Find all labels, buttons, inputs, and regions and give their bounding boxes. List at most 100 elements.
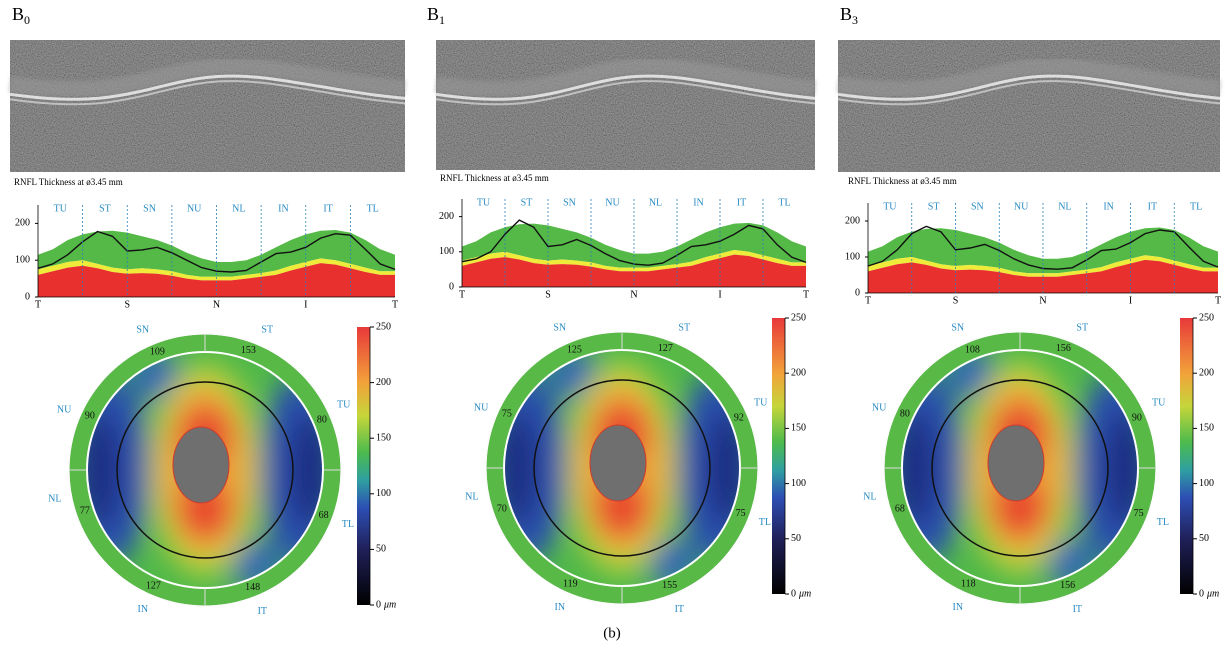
outside-band [38,263,395,297]
map-sector-value: 77 [80,506,90,517]
scan-circle [116,381,294,559]
map-sector-value: 118 [961,578,976,589]
label-subscript: 3 [852,13,858,27]
x-tick-label: T [35,299,41,310]
map-sector-value: 68 [319,510,329,521]
colorbar-label: 50 [376,544,386,555]
colorbar-label: 150 [1199,423,1214,434]
map-sector-label: NL [465,491,478,502]
y-tick-label: 200 [439,211,454,222]
x-tick-label: S [124,299,130,310]
x-tick-label: N [213,299,220,310]
colorbar-label: 100 [1199,478,1214,489]
label-subscript: 1 [439,13,445,27]
colorbar-label: 0 [376,599,381,610]
map-sector-value: 155 [662,580,677,591]
map-sector-label: TL [342,519,354,530]
x-tick-label: I [718,289,721,300]
colorbar-label: 150 [791,423,806,434]
sector-label: TU [883,201,897,212]
x-tick-label: S [545,289,551,300]
colorbar-label: 100 [376,488,391,499]
sector-label: SN [971,201,984,212]
map-sector-label: TU [1152,398,1166,409]
panel-label: B3 [840,4,858,27]
sector-label: NL [649,197,662,208]
retina-band [435,74,816,101]
colorbar-label: 250 [791,312,806,323]
map-sector-label: SN [951,323,964,334]
colorbar-label: 200 [791,367,806,378]
sector-label: TL [367,203,379,214]
colorbar-label: 50 [1199,533,1209,544]
x-tick-label: N [630,289,637,300]
map-sector-label: NU [872,403,887,414]
y-tick-label: 0 [449,281,454,292]
map-sector-label: NU [57,405,72,416]
map-sector-value: 80 [317,415,327,426]
x-tick-label: S [953,295,959,306]
colorbar-label: 200 [376,377,391,388]
map-sector-label: IN [554,602,565,613]
sector-label: TU [54,203,68,214]
optic-disc [987,424,1045,502]
map-sector-value: 153 [241,345,256,356]
sector-label: IN [1103,201,1114,212]
y-tick-label: 0 [25,291,30,302]
sector-label: NL [232,203,245,214]
x-tick-label: T [459,289,465,300]
sector-label: TL [778,197,790,208]
sector-label: IT [1148,201,1157,212]
colorbar-label: 100 [791,478,806,489]
map-sector-label: NU [474,403,489,414]
map-sector-value: 127 [146,580,161,591]
colorbar-label: 0 [1199,588,1204,599]
colorbar [357,327,370,605]
y-tick-label: 0 [855,287,860,298]
sector-label: TU [477,197,491,208]
map-sector-value: 108 [965,345,980,356]
retina-band [435,80,816,106]
map-sector-label: TL [1157,517,1169,528]
retina-band [837,80,1221,106]
x-tick-label: T [803,289,809,300]
y-tick-label: 100 [845,251,860,262]
x-tick-label: T [865,295,871,306]
normal-band [868,227,1218,274]
plot-title: RNFL Thickness at ø3.45 mm [14,177,123,187]
colorbar-label: 150 [376,432,391,443]
retina-layer [434,58,816,98]
sector-label: ST [928,201,940,212]
map-sector-label: TU [754,398,768,409]
x-tick-label: I [1129,295,1132,306]
panel-label: B1 [427,4,445,27]
sector-label: IN [693,197,704,208]
scan-circle [533,379,711,557]
sector-label: NU [605,197,620,208]
colorbar-label: 0 [791,588,796,599]
map-sector-label: ST [678,323,690,334]
sector-label: IT [737,197,746,208]
retina-band [9,74,406,101]
optic-disc [172,426,230,504]
y-tick-label: 100 [15,254,30,265]
label-letter: B [840,4,852,24]
retina-band [837,74,1221,101]
map-sector-value: 75 [1134,508,1144,519]
map-sector-label: IT [1073,604,1082,615]
map-sector-value: 68 [895,504,905,515]
plot-title: RNFL Thickness at ø3.45 mm [848,176,957,186]
retina-band [9,80,406,106]
map-sector-label: NL [863,491,876,502]
outside-band [462,254,806,287]
map-sector-label: IN [137,604,148,615]
map-sector-value: 156 [1060,580,1075,591]
map-sector-value: 75 [502,409,512,420]
label-letter: B [12,4,24,24]
sector-label: SN [563,197,576,208]
retina-layer [836,58,1221,98]
x-tick-label: N [1039,295,1046,306]
sector-label: TL [1190,201,1202,212]
map-sector-value: 90 [85,411,95,422]
